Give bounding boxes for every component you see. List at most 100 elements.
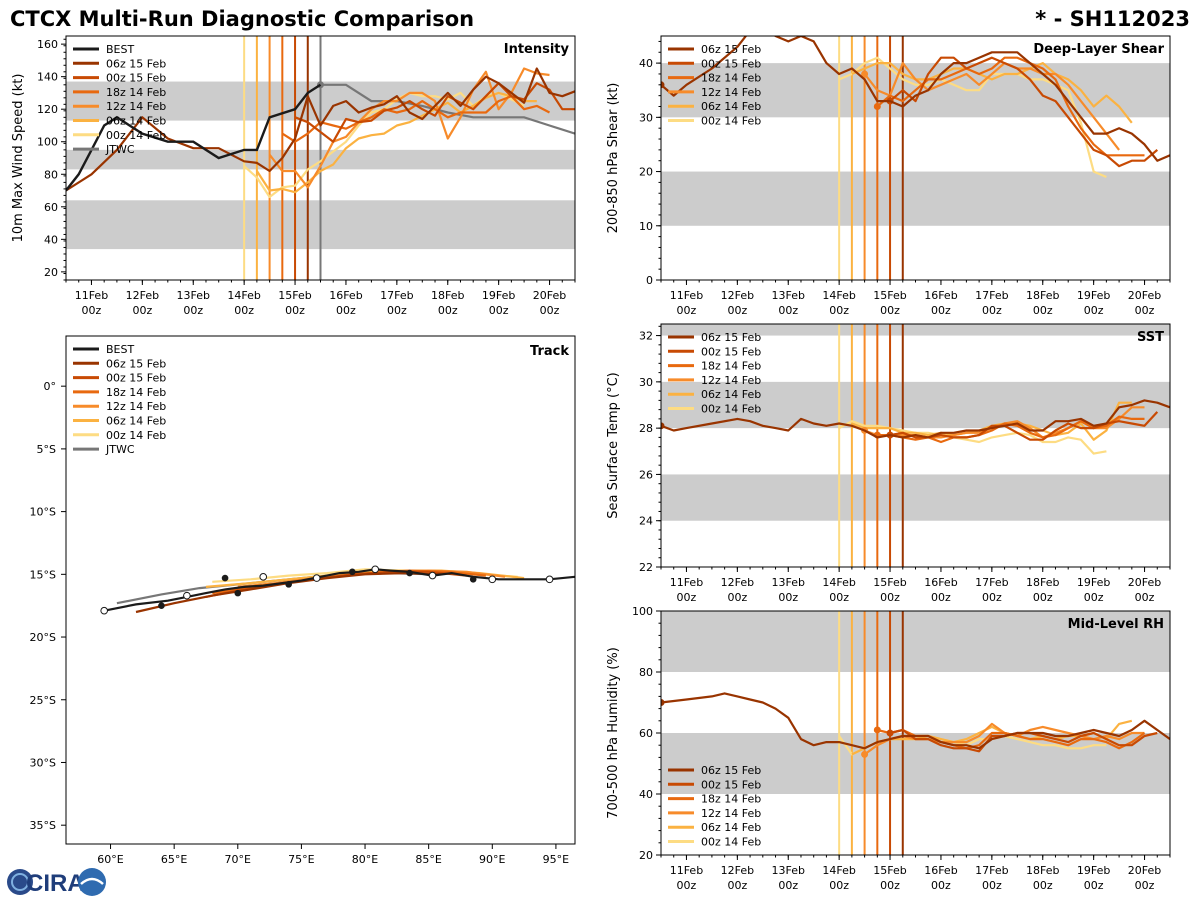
plot-body-track (100, 565, 575, 615)
legend-label-track-4: 12z 14 Feb (106, 400, 166, 413)
legend-label-shear-3: 12z 14 Feb (701, 86, 761, 99)
xtick-hour-rh-0: 00z (677, 879, 697, 892)
xtick-hour-shear-2: 00z (778, 304, 798, 317)
series-best (66, 83, 322, 192)
xtick-hour-intensity-0: 00z (82, 304, 102, 317)
xtick-label-intensity-8: 19Feb (482, 289, 515, 302)
ytick-label-intensity-2: 60 (44, 201, 58, 214)
series-shear-2 (876, 56, 1145, 157)
legend-label-track-5: 06z 14 Feb (106, 415, 166, 428)
legend-label-intensity-1: 06z 15 Feb (106, 57, 166, 70)
xtick-label-sst-7: 18Feb (1026, 576, 1059, 589)
ytick-label-sst-4: 30 (639, 376, 653, 389)
xtick-label-intensity-2: 13Feb (177, 289, 210, 302)
xtick-label-rh-2: 13Feb (772, 864, 805, 877)
xtick-label-rh-8: 19Feb (1077, 864, 1110, 877)
legend-label-shear-5: 00z 14 Feb (701, 115, 761, 128)
ytick-label-intensity-7: 160 (37, 38, 58, 51)
track-ytick-label-7: 35°S (30, 819, 56, 832)
xtick-label-intensity-3: 14Feb (227, 289, 260, 302)
xtick-label-shear-5: 16Feb (924, 289, 957, 302)
xtick-label-sst-9: 20Feb (1128, 576, 1161, 589)
ytick-label-intensity-6: 140 (37, 71, 58, 84)
xtick-label-intensity-0: 11Feb (75, 289, 108, 302)
xtick-hour-sst-0: 00z (677, 591, 697, 604)
track-best-point-filled (234, 589, 242, 597)
series-intensity-3 (268, 67, 550, 189)
xtick-hour-shear-3: 00z (829, 304, 849, 317)
xtick-label-shear-6: 17Feb (975, 289, 1008, 302)
xtick-hour-shear-9: 00z (1135, 304, 1155, 317)
ytick-label-rh-3: 80 (639, 666, 653, 679)
ylabel-intensity: 10m Max Wind Speed (kt) (11, 74, 26, 243)
legend-label-intensity-4: 12z 14 Feb (106, 100, 166, 113)
xtick-hour-rh-2: 00z (778, 879, 798, 892)
xtick-hour-intensity-7: 00z (438, 304, 458, 317)
xtick-hour-sst-6: 00z (982, 591, 1002, 604)
track-best-point-open (100, 606, 108, 615)
track-xtick-label-1: 65°E (161, 853, 187, 866)
storm-id: * - SH112023 (1035, 7, 1190, 31)
track-best-point-filled (406, 569, 413, 577)
xtick-label-sst-3: 14Feb (822, 576, 855, 589)
xtick-hour-rh-5: 00z (931, 879, 951, 892)
legend-label-rh-2: 18z 14 Feb (701, 793, 761, 806)
ytick-label-shear-1: 10 (639, 220, 653, 233)
xtick-label-sst-6: 17Feb (975, 576, 1008, 589)
xtick-hour-sst-1: 00z (727, 591, 747, 604)
track-xtick-label-7: 95°E (543, 853, 569, 866)
init-marker-shear-0 (661, 81, 665, 89)
band-rh-1 (661, 611, 1170, 672)
band-sst-2 (661, 324, 1170, 336)
xtick-hour-sst-8: 00z (1084, 591, 1104, 604)
xtick-label-sst-0: 11Feb (670, 576, 703, 589)
plot-body-shear (661, 36, 1170, 280)
track-ytick-label-2: 10°S (30, 506, 56, 519)
xtick-label-sst-8: 19Feb (1077, 576, 1110, 589)
panel-label-sst: SST (1137, 330, 1164, 345)
plot-body-sst (661, 324, 1170, 567)
ytick-label-intensity-0: 20 (44, 266, 58, 279)
legend-label-intensity-2: 00z 15 Feb (106, 72, 166, 85)
ytick-label-sst-3: 28 (639, 422, 653, 435)
xtick-label-rh-1: 12Feb (721, 864, 754, 877)
init-marker-rh-3 (861, 750, 869, 758)
legend-label-track-6: 00z 14 Feb (106, 429, 166, 442)
legend-label-shear-1: 00z 15 Feb (701, 57, 761, 70)
track-best-point-filled (221, 574, 229, 582)
xtick-label-sst-5: 16Feb (924, 576, 957, 589)
ytick-label-rh-0: 20 (639, 849, 653, 862)
series-rh-0 (661, 692, 1170, 750)
xtick-hour-rh-7: 00z (1033, 879, 1053, 892)
track-xtick-label-3: 75°E (288, 853, 314, 866)
globe-icon (7, 869, 33, 895)
xtick-hour-intensity-2: 00z (183, 304, 203, 317)
ytick-label-intensity-3: 80 (44, 168, 58, 181)
xtick-hour-shear-0: 00z (677, 304, 697, 317)
track-best-point-open (488, 575, 497, 584)
xtick-label-sst-2: 13Feb (772, 576, 805, 589)
track-xtick-label-2: 70°E (225, 853, 251, 866)
panel-intensity: 20 40 60 80 100 120 140 160 11Feb 00z 12Feb 00z 13Fe… (11, 35, 576, 317)
xtick-label-shear-9: 20Feb (1128, 289, 1161, 302)
series-shear-0 (661, 36, 1170, 162)
track-best-point-open (545, 575, 554, 584)
xtick-hour-sst-7: 00z (1033, 591, 1053, 604)
track-best-point-filled (469, 576, 477, 583)
track-best-point-open (371, 565, 380, 574)
track-best-point-open (428, 571, 437, 580)
xtick-label-shear-4: 15Feb (873, 289, 906, 302)
xtick-label-shear-8: 19Feb (1077, 289, 1110, 302)
legend-label-intensity-5: 06z 14 Feb (106, 115, 166, 128)
ytick-label-rh-4: 100 (632, 605, 653, 618)
xtick-hour-rh-1: 00z (727, 879, 747, 892)
xtick-hour-intensity-8: 00z (489, 304, 509, 317)
ylabel-sst: Sea Surface Temp (°C) (606, 372, 621, 519)
panel-sst: 22 24 26 28 30 32 11Feb 00z 12Feb 00z 13Feb 00z 14Fe… (606, 323, 1171, 604)
xtick-hour-rh-4: 00z (880, 879, 900, 892)
panel-label-shear: Deep-Layer Shear (1033, 42, 1164, 57)
xtick-label-rh-7: 18Feb (1026, 864, 1059, 877)
xtick-hour-rh-3: 00z (829, 879, 849, 892)
legend-label-rh-5: 00z 14 Feb (701, 836, 761, 849)
